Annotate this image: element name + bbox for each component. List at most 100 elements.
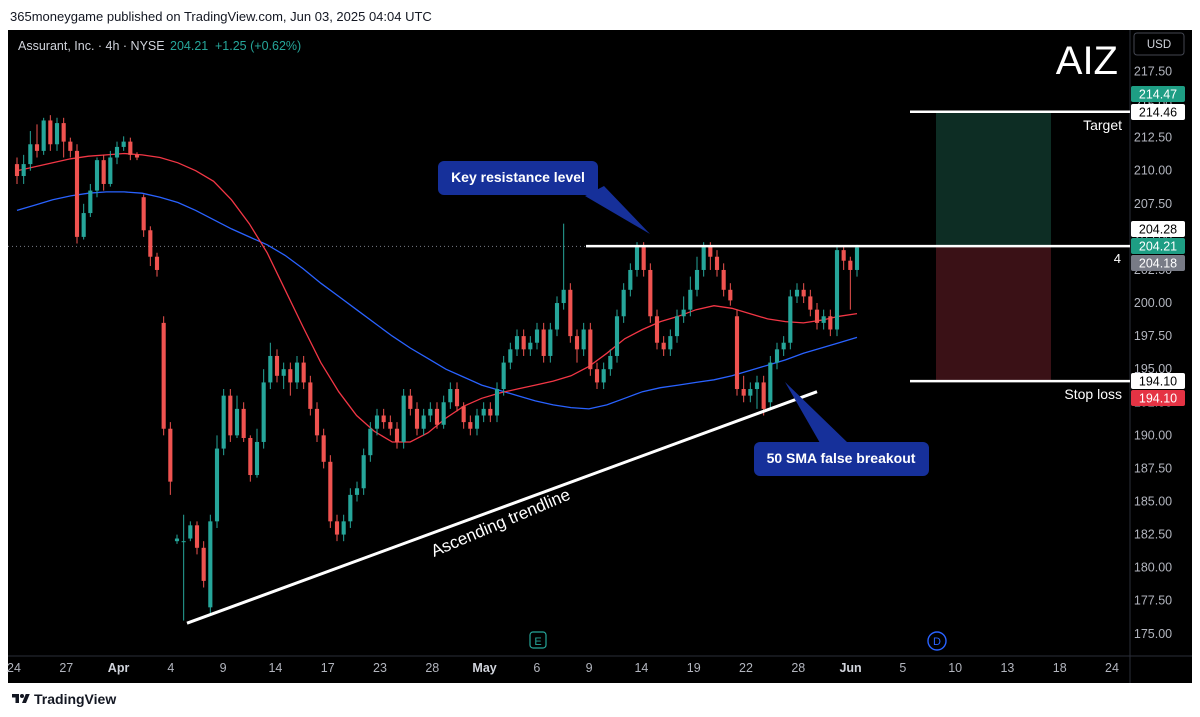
candle-body [754, 382, 760, 390]
candle [108, 150, 113, 187]
earnings-event[interactable]: E [529, 631, 547, 649]
candle [254, 428, 260, 478]
candle [128, 137, 133, 161]
time-tick-label: 10 [948, 661, 962, 675]
candle [494, 382, 500, 423]
candle-body [394, 428, 400, 442]
candle [101, 154, 106, 191]
time-tick-label: 14 [268, 661, 282, 675]
candle [321, 428, 326, 469]
candle [408, 389, 413, 416]
candle-body [61, 123, 66, 142]
candle-body [308, 382, 313, 409]
candle-body [501, 362, 506, 390]
candle [768, 355, 773, 409]
time-tick-label: 28 [791, 661, 805, 675]
candle [614, 309, 620, 363]
price-label-bg [1131, 221, 1185, 237]
candle [621, 283, 626, 323]
candle [714, 250, 720, 277]
candle [674, 309, 680, 343]
candle-body [54, 123, 60, 145]
candle-body [274, 355, 280, 376]
candle [601, 362, 606, 390]
candle-body [94, 160, 100, 191]
time-tick-label: 22 [739, 661, 753, 675]
candle [268, 342, 273, 390]
candle-body [321, 435, 326, 462]
currency-button[interactable] [1133, 32, 1185, 56]
candle-body [568, 289, 573, 337]
time-tick-label: May [472, 661, 496, 675]
candle [228, 389, 233, 442]
candle-body [28, 144, 33, 165]
footer: TradingView [0, 683, 1200, 717]
candle-body [661, 342, 666, 350]
candle-body [448, 389, 453, 403]
candle [574, 329, 580, 363]
stop-loss-label: Stop loss [1064, 386, 1122, 402]
drawn-lines [186, 110, 1130, 625]
price-label-grey: 204.18 [1131, 255, 1185, 271]
candle [834, 244, 840, 337]
candle-body [788, 296, 793, 343]
candle [121, 136, 126, 151]
candle-body [854, 247, 860, 270]
price-tick-label: 200.00 [1134, 296, 1172, 310]
candle-body [261, 382, 266, 442]
candle-body [728, 289, 733, 301]
candle-body [408, 395, 413, 409]
dividend-event[interactable]: D [927, 631, 947, 651]
candle-body [41, 120, 46, 151]
time-tick-label: 9 [220, 661, 227, 675]
publish-bar: 365moneygame published on TradingView.co… [0, 0, 1200, 30]
candle-body [248, 437, 253, 476]
candle [774, 342, 780, 370]
candle [481, 402, 486, 423]
candle [468, 415, 473, 436]
price-tick-label: 190.00 [1134, 428, 1172, 442]
candle [381, 408, 386, 429]
candle [261, 369, 266, 449]
candle-body [454, 389, 460, 407]
svg-text:E: E [534, 636, 541, 648]
candle-body [494, 389, 500, 416]
position-zones [936, 111, 1051, 382]
candle-body [688, 289, 693, 310]
candle-body [301, 362, 306, 383]
candle [474, 408, 480, 436]
candle-body [148, 230, 153, 257]
candle [148, 226, 153, 266]
candle [434, 402, 440, 429]
candle-body [561, 289, 566, 304]
candle-body [14, 164, 20, 177]
price-tick-label: 210.00 [1134, 164, 1172, 178]
candle [241, 402, 246, 442]
candle-body [581, 329, 586, 350]
candle-body [481, 408, 486, 416]
candle [721, 263, 726, 297]
candle [428, 402, 433, 423]
candle [608, 349, 613, 376]
candle [821, 309, 826, 330]
candle-body [314, 408, 320, 436]
price-label-green: 204.21 [1131, 238, 1185, 254]
candle-body [361, 455, 366, 489]
candle-body [421, 415, 426, 429]
candle-body [201, 547, 206, 581]
svg-text:D: D [933, 636, 941, 648]
price-label-white: 194.10 [1131, 373, 1185, 389]
candle-body [554, 303, 560, 330]
candle-body [161, 322, 166, 429]
time-tick-label: 13 [1000, 661, 1014, 675]
candle-body [608, 355, 613, 370]
candle [61, 117, 66, 158]
candle-body [821, 316, 826, 323]
candle-body [334, 521, 340, 535]
candle-body [781, 342, 786, 350]
candle [581, 322, 586, 356]
candle-body [101, 160, 106, 184]
publish-line: 365moneygame published on TradingView.co… [10, 9, 432, 24]
target-zone [936, 111, 1051, 247]
